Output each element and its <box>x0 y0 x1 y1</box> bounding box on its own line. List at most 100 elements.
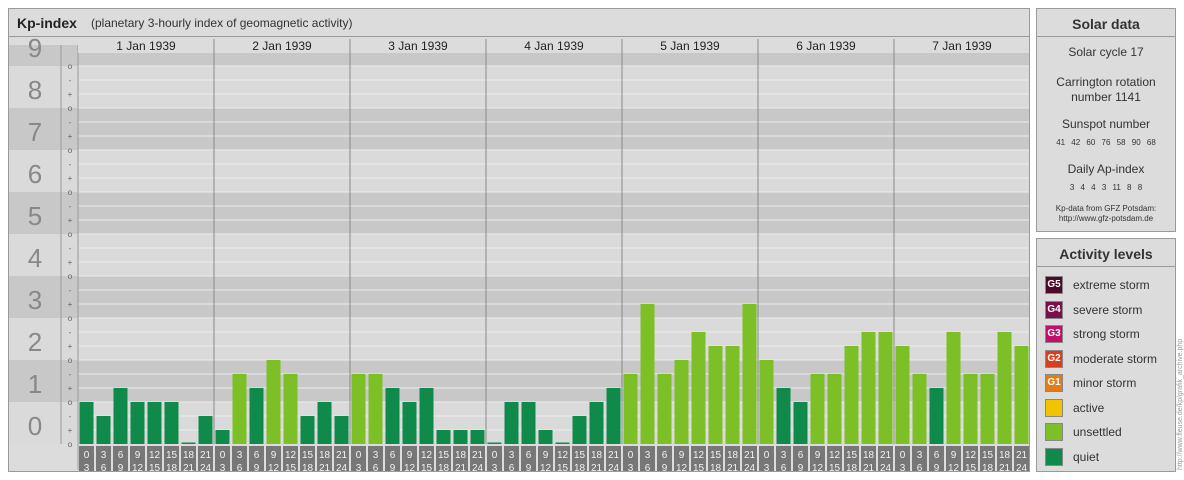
sunspot-title: Sunspot number <box>1061 117 1151 131</box>
interval-box <box>181 446 196 471</box>
kp-bar <box>164 402 179 444</box>
interval-end-label: 3 <box>84 463 90 471</box>
interval-end-label: 6 <box>509 463 515 471</box>
kp-bar <box>147 402 162 444</box>
kp-bar <box>130 402 145 444</box>
interval-box <box>402 446 417 471</box>
y-minor-label: - <box>69 118 72 127</box>
interval-end-label: 24 <box>744 463 756 471</box>
legend-label: active <box>1073 400 1105 415</box>
interval-start-label: 9 <box>543 450 549 461</box>
interval-start-label: 6 <box>934 450 940 461</box>
interval-end-label: 15 <box>557 463 569 471</box>
kp-bar <box>793 402 808 444</box>
interval-start-label: 3 <box>237 450 243 461</box>
interval-box <box>929 446 944 471</box>
interval-box <box>878 446 893 471</box>
kp-bar <box>232 373 247 444</box>
interval-start-label: 9 <box>951 450 957 461</box>
kp-bar <box>368 373 383 444</box>
interval-start-label: 3 <box>373 450 379 461</box>
interval-box <box>674 446 689 471</box>
kp-bar <box>572 415 587 444</box>
interval-box <box>249 446 264 471</box>
kp-band <box>9 276 1029 318</box>
interval-start-label: 15 <box>438 450 450 461</box>
interval-start-label: 0 <box>356 450 362 461</box>
kp-bar <box>657 373 672 444</box>
kp-band <box>9 318 1029 360</box>
interval-box <box>419 446 434 471</box>
y-minor-label: + <box>68 384 73 393</box>
interval-box <box>776 446 791 471</box>
interval-start-label: 21 <box>880 450 892 461</box>
interval-end-label: 12 <box>948 463 960 471</box>
kp-bar <box>589 402 604 444</box>
carrington-line1: Carrington rotation <box>1056 75 1156 89</box>
interval-start-label: 18 <box>183 450 195 461</box>
interval-start-label: 15 <box>166 450 178 461</box>
interval-box <box>606 446 621 471</box>
kp-bar <box>181 442 196 444</box>
interval-end-label: 9 <box>254 463 260 471</box>
interval-box <box>555 446 570 471</box>
interval-end-label: 9 <box>526 463 532 471</box>
kp-chart-panel: Kp-index (planetary 3-hourly index of ge… <box>8 8 1030 472</box>
day-label: 4 Jan 1939 <box>524 39 584 53</box>
interval-start-label: 12 <box>965 450 977 461</box>
kp-bar <box>555 442 570 444</box>
interval-start-label: 6 <box>526 450 532 461</box>
y-minor-label: o <box>68 230 73 239</box>
interval-box <box>164 446 179 471</box>
kp-bar <box>691 331 706 444</box>
interval-box <box>946 446 961 471</box>
interval-start-label: 15 <box>846 450 858 461</box>
interval-box <box>912 446 927 471</box>
kp-bar <box>776 388 791 444</box>
interval-end-label: 18 <box>574 463 586 471</box>
interval-end-label: 3 <box>764 463 770 471</box>
interval-start-label: 12 <box>829 450 841 461</box>
y-minor-label: - <box>69 244 72 253</box>
interval-start-label: 9 <box>271 450 277 461</box>
y-tick-label: 6 <box>28 159 42 189</box>
interval-box <box>793 446 808 471</box>
interval-end-label: 21 <box>183 463 195 471</box>
y-tick-label: 2 <box>28 327 42 357</box>
interval-start-label: 12 <box>285 450 297 461</box>
y-minor-label: + <box>68 300 73 309</box>
y-minor-label: - <box>69 160 72 169</box>
interval-box <box>980 446 995 471</box>
interval-end-label: 6 <box>917 463 923 471</box>
interval-end-label: 12 <box>404 463 416 471</box>
interval-end-label: 15 <box>693 463 705 471</box>
legend-swatch: G1 <box>1045 374 1063 392</box>
y-minor-label: o <box>68 314 73 323</box>
kp-band <box>9 66 1029 108</box>
kp-bar <box>79 402 94 444</box>
interval-box <box>334 446 349 471</box>
interval-box <box>283 446 298 471</box>
interval-box <box>572 446 587 471</box>
kp-bar <box>708 346 723 444</box>
interval-start-label: 6 <box>118 450 124 461</box>
y-tick-label: 9 <box>28 37 42 63</box>
interval-end-label: 18 <box>302 463 314 471</box>
y-minor-label: + <box>68 258 73 267</box>
kp-band <box>9 150 1029 192</box>
interval-start-label: 21 <box>608 450 620 461</box>
legend-swatch <box>1045 398 1063 417</box>
interval-end-label: 18 <box>982 463 994 471</box>
chart-subtitle: (planetary 3-hourly index of geomagnetic… <box>91 16 353 30</box>
interval-start-label: 15 <box>982 450 994 461</box>
sunspot-values: 41 42 60 76 58 90 68 <box>1056 138 1156 147</box>
kp-bar <box>725 346 740 444</box>
interval-box <box>198 446 213 471</box>
interval-box <box>470 446 485 471</box>
interval-end-label: 12 <box>132 463 144 471</box>
interval-box <box>368 446 383 471</box>
interval-end-label: 6 <box>645 463 651 471</box>
carrington-line2: number 1141 <box>1071 90 1141 104</box>
kp-bar <box>827 373 842 444</box>
interval-end-label: 24 <box>880 463 892 471</box>
